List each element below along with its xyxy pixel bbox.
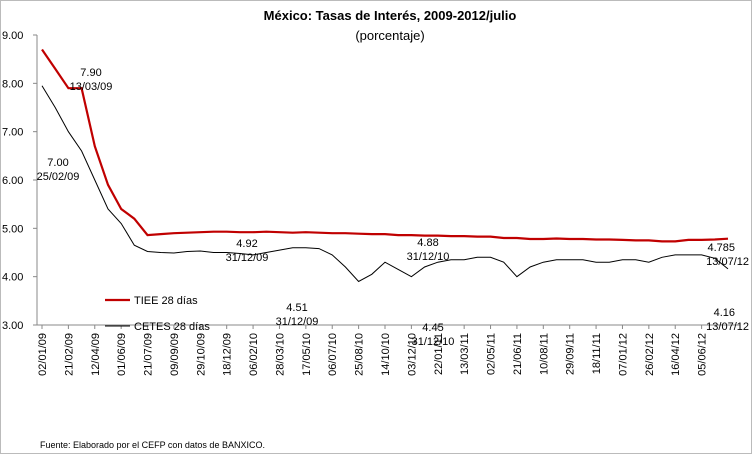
annotation-date: 31/12/10: [407, 251, 450, 263]
annotation-date: 13/07/12: [706, 256, 749, 268]
annotation-date: 31/12/09: [226, 252, 269, 264]
x-tick-label: 29/09/11: [565, 333, 577, 375]
annotation-value: 4.16: [714, 307, 735, 319]
annotation-value: 7.00: [47, 157, 68, 169]
x-tick-label: 06/02/10: [248, 333, 260, 376]
chart-subtitle: (porcentaje): [355, 28, 424, 43]
y-tick-label: 3.00: [2, 320, 23, 332]
y-tick-label: 9.00: [2, 30, 23, 42]
x-tick-label: 29/10/09: [195, 333, 207, 376]
x-tick-label: 02/01/09: [37, 333, 49, 376]
x-tick-label: 21/02/09: [63, 333, 75, 376]
x-tick-label: 07/01/12: [617, 333, 629, 376]
x-tick-label: 21/06/11: [512, 333, 524, 375]
y-tick-label: 8.00: [2, 78, 23, 90]
annotation-value: 4.45: [422, 322, 443, 334]
x-tick-label: 09/09/09: [169, 333, 181, 376]
x-tick-label: 13/03/11: [459, 333, 471, 375]
annotation-value: 4.88: [417, 237, 438, 249]
y-tick-label: 5.00: [2, 223, 23, 235]
y-tick-label: 7.00: [2, 127, 23, 139]
series-line: [41, 85, 729, 283]
x-tick-label: 06/07/10: [327, 333, 339, 376]
x-tick-label: 21/07/09: [143, 333, 155, 376]
x-tick-label: 25/08/10: [354, 333, 366, 376]
x-tick-label: 05/06/12: [697, 333, 709, 376]
annotation-date: 13/07/12: [706, 321, 749, 333]
source-note: Fuente: Elaborado por el CEFP con datos …: [40, 440, 265, 450]
annotation-date: 13/03/09: [70, 81, 113, 93]
annotation-value: 4.785: [707, 242, 735, 254]
x-tick-label: 16/04/12: [670, 333, 682, 376]
x-tick-label: 10/08/11: [538, 333, 550, 375]
y-tick-label: 6.00: [2, 175, 23, 187]
annotation-date: 25/02/09: [37, 171, 80, 183]
annotation-value: 4.92: [236, 238, 257, 250]
x-tick-label: 01/06/09: [116, 333, 128, 376]
annotation-value: 7.90: [80, 67, 101, 79]
legend-label: TIEE 28 días: [134, 295, 198, 307]
series-line: [41, 48, 729, 243]
x-tick-label: 18/11/11: [591, 333, 603, 374]
x-tick-label: 14/10/10: [380, 333, 392, 376]
chart-title: México: Tasas de Interés, 2009-2012/juli…: [264, 8, 517, 23]
x-tick-label: 18/12/09: [222, 333, 234, 376]
legend-label: CETES 28 días: [134, 321, 210, 333]
x-tick-label: 26/02/12: [644, 333, 656, 376]
x-tick-label: 17/05/10: [301, 333, 313, 376]
x-tick-label: 02/05/11: [486, 333, 498, 375]
annotation-value: 4.51: [286, 302, 307, 314]
annotation-date: 31/12/10: [412, 336, 455, 348]
x-tick-label: 12/04/09: [90, 333, 102, 376]
x-tick-label: 28/03/10: [274, 333, 286, 376]
x-tick-label: 22/01/11: [433, 333, 445, 375]
x-tick-label: 03/12/10: [406, 333, 418, 376]
annotation-date: 31/12/09: [276, 316, 319, 328]
y-tick-label: 4.00: [2, 272, 23, 284]
